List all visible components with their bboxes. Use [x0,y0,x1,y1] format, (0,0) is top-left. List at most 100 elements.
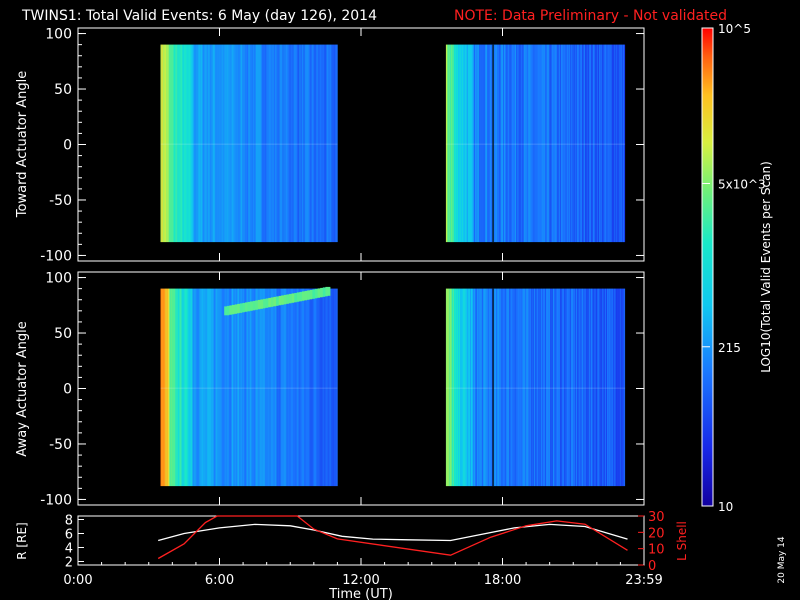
heatmap-column [461,288,464,487]
heatmap-column [554,44,557,243]
heatmap-column [176,44,178,243]
heatmap-column [297,288,299,487]
heatmap-column [582,44,585,243]
heatmap-column [222,288,224,487]
heatmap-column [225,288,227,487]
enhanced-band [281,295,287,305]
heatmap-column [592,44,595,243]
heatmap-column [321,288,323,487]
heatmap-column [261,288,263,487]
heatmap-column [547,288,550,487]
heatmap-column [275,288,277,487]
zero-angle-seam [445,387,626,389]
heatmap-column [310,44,312,243]
heatmap-column [180,44,182,243]
heatmap-column [616,44,619,243]
heatmap-column [311,44,313,243]
heatmap-column [320,44,322,243]
heatmap-column [512,44,515,243]
heatmap-column [264,44,266,243]
x-tick-label: 18:00 [484,573,521,588]
heatmap-column [562,44,565,243]
heatmap-column [544,44,547,243]
heatmap-column [168,44,170,243]
heatmap-column [596,44,599,243]
heatmap-column [484,44,487,243]
heatmap-column [525,288,528,487]
heatmap-column [553,44,556,243]
heatmap-column [241,44,243,243]
heatmap-column [603,44,606,243]
heatmap-column [243,288,245,487]
heatmap-column [230,44,232,243]
toward-angle-panel: 100 50 0 -50 -100 Toward Actuator Angle [15,27,645,264]
heatmap-column [211,44,213,243]
colorbar: 10^5 5x10^3 215 10 LOG10(Total Valid Events… [701,22,773,514]
heatmap-column [254,288,256,487]
heatmap-column [579,288,582,487]
heatmap-column [537,288,540,487]
heatmap-column [290,288,292,487]
heatmap-column [590,288,593,487]
heatmap-column [273,44,275,243]
heatmap-column [510,288,513,487]
heatmap-column [460,44,463,243]
heatmap-column [504,288,507,487]
enhanced-band [278,295,284,305]
heatmap-column [605,44,608,243]
heatmap-column [319,288,321,487]
heatmap-column [175,44,177,243]
heatmap-column [251,44,253,243]
heatmap-column [505,44,508,243]
heatmap-column [170,288,172,487]
heatmap-column [556,44,559,243]
chart-title: TWINS1: Total Valid Events: 6 May (day 1… [21,8,377,24]
heatmap-column [575,288,578,487]
heatmap-column [191,44,193,243]
heatmap-column [247,44,249,243]
lshell-tick-label: 20 [648,526,665,541]
heatmap-column [224,288,226,487]
heatmap-column [495,44,498,243]
colorbar-tick-label: 215 [718,341,741,355]
heatmap-column [593,288,596,487]
heatmap-column [296,44,298,243]
heatmap-column [556,288,559,487]
heatmap-column [538,288,541,487]
heatmap-column [249,44,251,243]
heatmap-column [483,44,486,243]
heatmap-column [318,288,320,487]
heatmap-column [275,44,277,243]
heatmap-column [331,44,333,243]
heatmap-column [514,288,517,487]
heatmap-column [326,288,328,487]
heatmap-column [608,44,611,243]
heatmap-column [168,288,170,487]
heatmap-column [276,288,278,487]
heatmap-column [454,44,457,243]
heatmap-column [510,44,513,243]
heatmap-column [472,44,475,243]
heatmap-column [615,44,618,243]
heatmap-column [618,44,621,243]
heatmap-column [540,288,543,487]
enhanced-band [250,301,256,311]
heatmap-column [522,44,525,243]
heatmap-column [447,288,450,487]
heatmap-column [490,44,493,243]
heatmap-column [189,288,191,487]
heatmap-column [228,288,230,487]
heatmap-column [205,288,207,487]
heatmap-column [217,288,219,487]
heatmap-column [580,288,583,487]
heatmap-column [246,44,248,243]
heatmap-column [256,288,258,487]
heatmap-column [549,44,552,243]
heatmap-column [448,288,451,487]
enhanced-band [232,304,237,314]
heatmap-column [471,288,474,487]
heatmap-column [190,288,192,487]
heatmap-column [267,288,269,487]
heatmap-column [451,44,454,243]
heatmap-column [199,44,201,243]
